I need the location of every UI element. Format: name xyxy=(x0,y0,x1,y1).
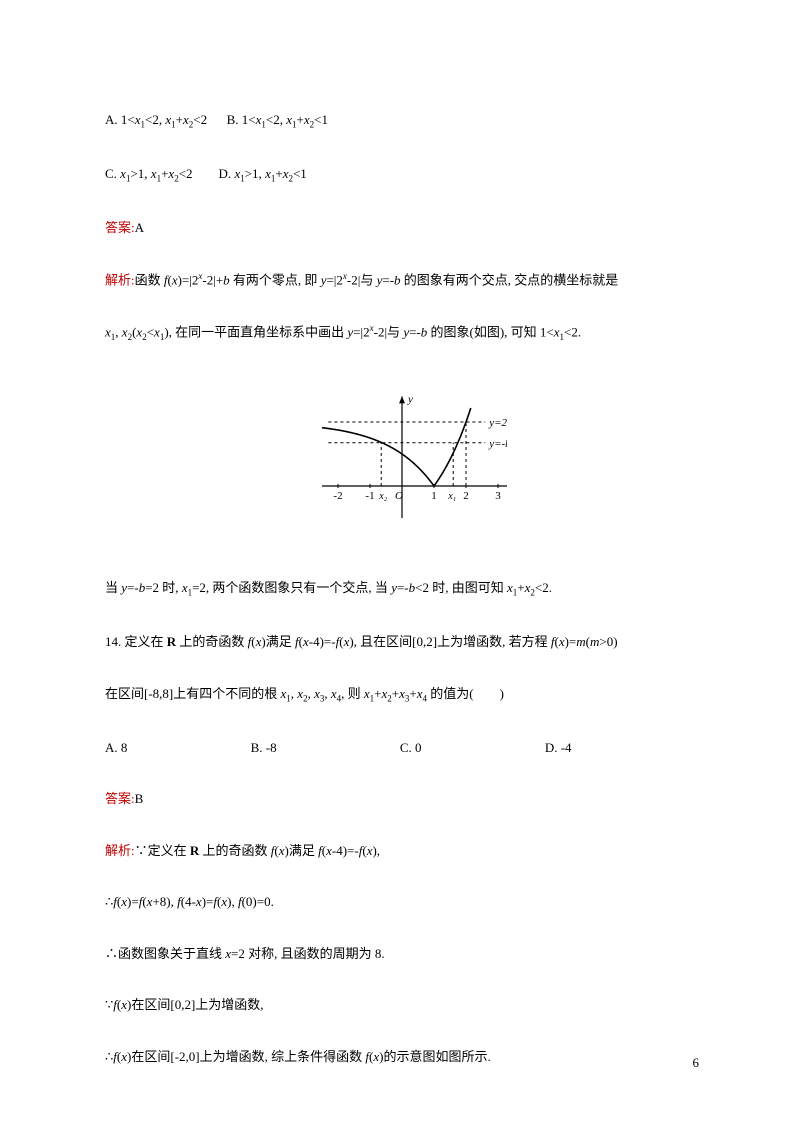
answer-label: 答案: xyxy=(105,791,135,806)
svg-text:1: 1 xyxy=(431,490,437,502)
analysis-13-line1: 解析:函数 f(x)=|2x-2|+b 有两个零点, 即 y=|2x-2|与 y… xyxy=(105,270,699,290)
analysis-14-line5: ∴f(x)在区间[-2,0]上为增函数, 综上条件得函数 f(x)的示意图如图所… xyxy=(105,1047,699,1067)
q14-line1: 14. 定义在 R 上的奇函数 f(x)满足 f(x-4)=-f(x), 且在区… xyxy=(105,632,699,652)
q13-options-row2: C. x1>1, x1+x2<2 D. x1>1, x1+x2<1 xyxy=(105,164,699,186)
analysis-13-line2: x1, x2(x2<x1), 在同一平面直角坐标系中画出 y=|2x-2|与 y… xyxy=(105,322,699,344)
svg-text:x₁: x₁ xyxy=(447,491,456,502)
answer-14: 答案:B xyxy=(105,789,699,809)
svg-text:-2: -2 xyxy=(333,490,342,502)
svg-text:2: 2 xyxy=(463,490,469,502)
q13-options-row1: A. 1<x1<2, x1+x2<2 B. 1<x1<2, x1+x2<1 xyxy=(105,110,699,132)
q14-options: A. 8 B. -8 C. 0 D. -4 xyxy=(105,738,699,758)
svg-text:-1: -1 xyxy=(365,490,374,502)
opt-a: A. 8 xyxy=(105,740,127,755)
chart-figure: -2-1123Oxyy=2y=-bx₁x₂ xyxy=(105,376,699,550)
svg-text:y=-b: y=-b xyxy=(488,438,507,450)
q14-line2: 在区间[-8,8]上有四个不同的根 x1, x2, x3, x4, 则 x1+x… xyxy=(105,684,699,706)
analysis-label: 解析: xyxy=(105,843,135,858)
svg-text:O: O xyxy=(395,490,403,502)
svg-text:y: y xyxy=(407,393,413,405)
answer-13: 答案:A xyxy=(105,218,699,238)
analysis-label: 解析: xyxy=(105,272,135,287)
opt-b: B. -8 xyxy=(251,740,277,755)
analysis-14-line1: 解析:∵定义在 R 上的奇函数 f(x)满足 f(x-4)=-f(x), xyxy=(105,841,699,861)
answer-label: 答案: xyxy=(105,220,135,235)
svg-text:y=2: y=2 xyxy=(488,417,507,429)
analysis-14-line4: ∵f(x)在区间[0,2]上为增函数, xyxy=(105,995,699,1015)
analysis-13-line3: 当 y=-b=2 时, x1=2, 两个函数图象只有一个交点, 当 y=-b<2… xyxy=(105,578,699,600)
opt-d: D. -4 xyxy=(545,740,572,755)
svg-text:3: 3 xyxy=(495,490,501,502)
svg-text:x₂: x₂ xyxy=(378,491,387,502)
answer-value: B xyxy=(135,791,144,806)
analysis-14-line3: ∴函数图象关于直线 x=2 对称, 且函数的周期为 8. xyxy=(105,944,699,964)
abs-exp-chart: -2-1123Oxyy=2y=-bx₁x₂ xyxy=(297,376,507,546)
analysis-14-line2: ∴f(x)=f(x+8), f(4-x)=f(x), f(0)=0. xyxy=(105,892,699,912)
answer-value: A xyxy=(135,220,144,235)
page-number: 6 xyxy=(693,1055,700,1071)
opt-c: C. 0 xyxy=(400,740,422,755)
